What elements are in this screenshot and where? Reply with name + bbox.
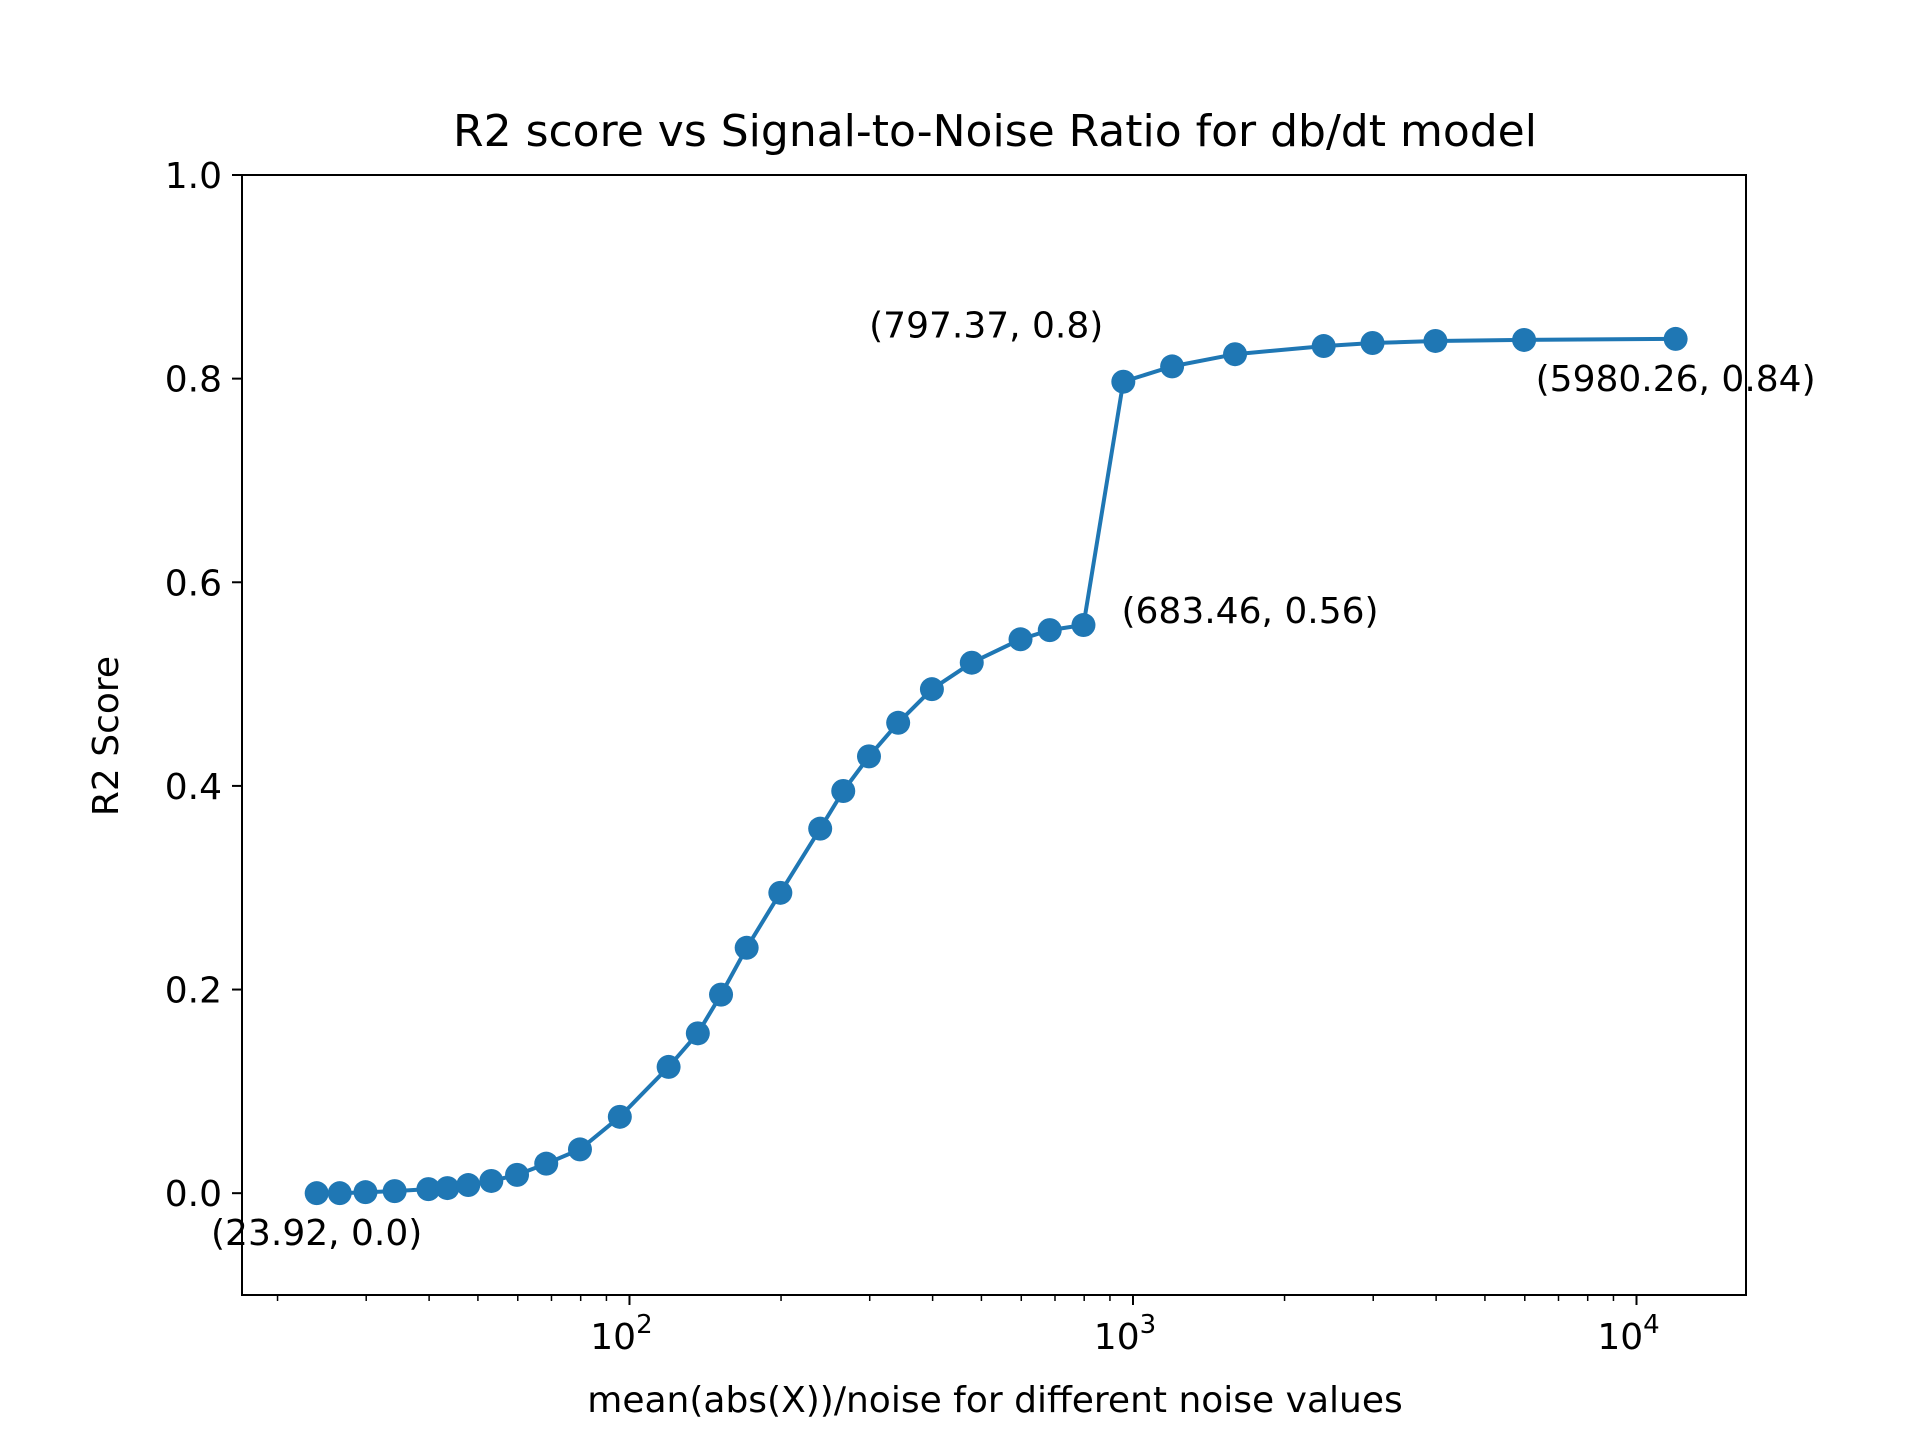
annotations: (23.92, 0.0) (683.46, 0.56) (797.37, 0.8) (… bbox=[211, 306, 1816, 1254]
plot-frame bbox=[241, 174, 1747, 1296]
x-tick-label: 102 bbox=[590, 1310, 652, 1358]
data-point bbox=[959, 650, 984, 675]
data-point bbox=[656, 1054, 681, 1079]
series-line bbox=[316, 336, 1676, 1196]
y-tick-label: 1.0 bbox=[165, 156, 222, 197]
data-point bbox=[435, 1176, 460, 1201]
data-point bbox=[1311, 334, 1336, 359]
data-point bbox=[1663, 326, 1688, 351]
y-tick-label: 0.0 bbox=[165, 1174, 222, 1215]
data-point bbox=[327, 1181, 352, 1206]
point-annotation: (797.37, 0.8) bbox=[869, 306, 1103, 347]
data-point bbox=[808, 816, 833, 841]
data-point bbox=[1008, 627, 1033, 652]
point-annotation: (5980.26, 0.84) bbox=[1536, 359, 1816, 400]
y-tick-label: 0.6 bbox=[165, 563, 222, 604]
point-annotation: (23.92, 0.0) bbox=[211, 1213, 422, 1254]
data-point bbox=[1360, 331, 1385, 355]
data-point bbox=[304, 1181, 329, 1206]
chart-title: R2 score vs Signal-to-Noise Ratio for db… bbox=[453, 106, 1537, 157]
x-tick-label: 104 bbox=[1597, 1310, 1659, 1358]
data-point bbox=[734, 935, 759, 960]
data-point bbox=[768, 880, 793, 905]
data-point bbox=[382, 1179, 407, 1204]
data-point bbox=[831, 779, 856, 803]
data-point bbox=[416, 1177, 441, 1202]
data-point bbox=[567, 1137, 592, 1162]
y-axis-label: R2 Score bbox=[86, 656, 127, 816]
data-point bbox=[919, 677, 944, 702]
data-point bbox=[479, 1168, 504, 1193]
data-point bbox=[709, 982, 734, 1007]
x-axis-label: mean(abs(X))/noise for different noise v… bbox=[587, 1380, 1402, 1421]
data-series bbox=[304, 326, 1688, 1206]
data-point bbox=[505, 1162, 530, 1187]
y-tick-label: 0.8 bbox=[165, 360, 222, 401]
y-tick-label: 0.4 bbox=[165, 767, 222, 808]
x-tick-label: 103 bbox=[1094, 1310, 1156, 1358]
data-point bbox=[1111, 369, 1136, 394]
data-point bbox=[1071, 613, 1096, 638]
data-point bbox=[353, 1180, 378, 1205]
data-point bbox=[1223, 342, 1248, 367]
data-point bbox=[856, 744, 881, 769]
data-point bbox=[456, 1173, 481, 1198]
data-point bbox=[607, 1104, 632, 1129]
axis-ticks: 0.0 0.2 0.4 0.6 0.8 1.0 102 103 104 bbox=[165, 156, 1660, 1358]
data-point bbox=[685, 1021, 710, 1046]
data-point bbox=[1512, 327, 1537, 352]
y-tick-label: 0.2 bbox=[165, 971, 222, 1012]
data-point bbox=[1037, 618, 1062, 643]
data-point bbox=[1160, 354, 1185, 379]
point-annotation: (683.46, 0.56) bbox=[1121, 591, 1378, 632]
data-point bbox=[886, 710, 911, 735]
data-point bbox=[534, 1151, 559, 1176]
data-point bbox=[1423, 328, 1448, 353]
